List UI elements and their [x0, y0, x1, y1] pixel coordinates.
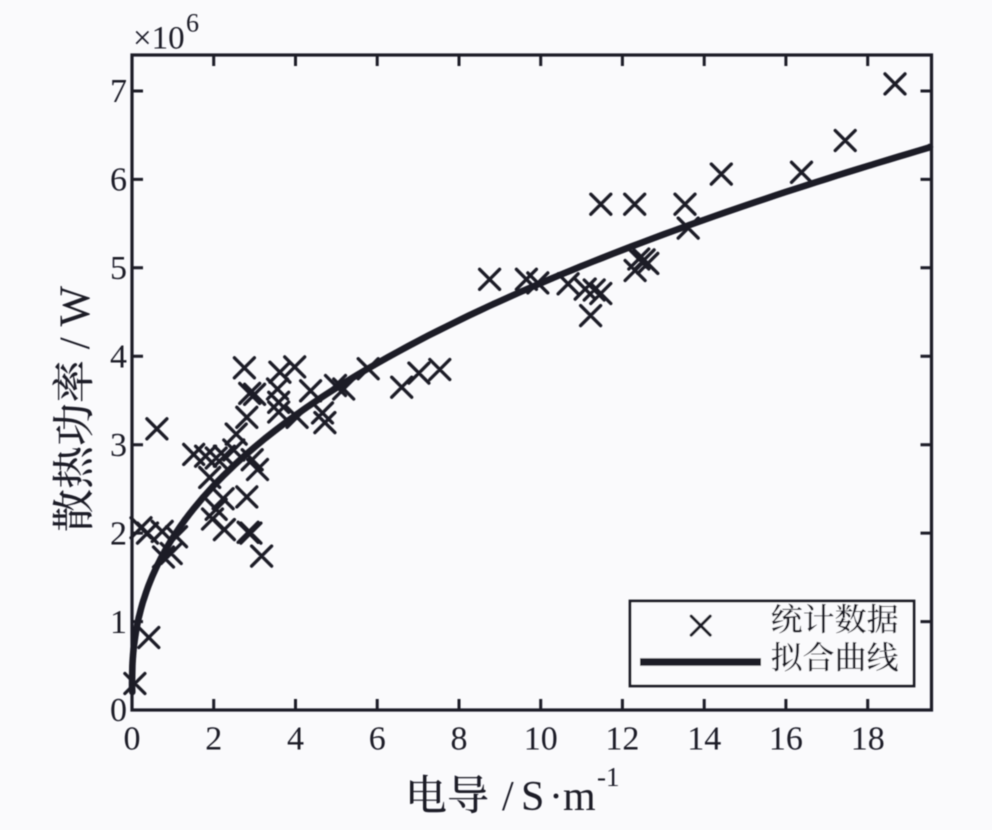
svg-text:8: 8	[451, 721, 468, 758]
svg-text:3: 3	[110, 427, 127, 464]
svg-text:·: ·	[549, 774, 563, 820]
svg-text:0: 0	[110, 692, 127, 729]
svg-text:/: /	[502, 774, 514, 820]
svg-text:10: 10	[524, 721, 558, 758]
svg-text:18: 18	[851, 721, 885, 758]
svg-text:4: 4	[110, 339, 127, 376]
svg-text:12: 12	[605, 721, 639, 758]
svg-text:0: 0	[124, 721, 141, 758]
svg-text:6: 6	[369, 721, 386, 758]
svg-text:4: 4	[287, 721, 304, 758]
svg-text:14: 14	[687, 721, 721, 758]
svg-text:/ W: / W	[52, 286, 99, 360]
svg-text:6: 6	[186, 9, 199, 38]
svg-text:2: 2	[205, 721, 222, 758]
svg-text:5: 5	[110, 250, 127, 287]
svg-text:7: 7	[110, 73, 127, 110]
svg-text:6: 6	[110, 162, 127, 199]
svg-text:16: 16	[769, 721, 803, 758]
svg-text:×10: ×10	[133, 20, 185, 56]
svg-text:m: m	[563, 774, 596, 820]
svg-text:S: S	[521, 774, 544, 820]
svg-text:2: 2	[110, 515, 127, 552]
svg-text:-1: -1	[597, 762, 620, 792]
svg-text:1: 1	[110, 604, 127, 641]
